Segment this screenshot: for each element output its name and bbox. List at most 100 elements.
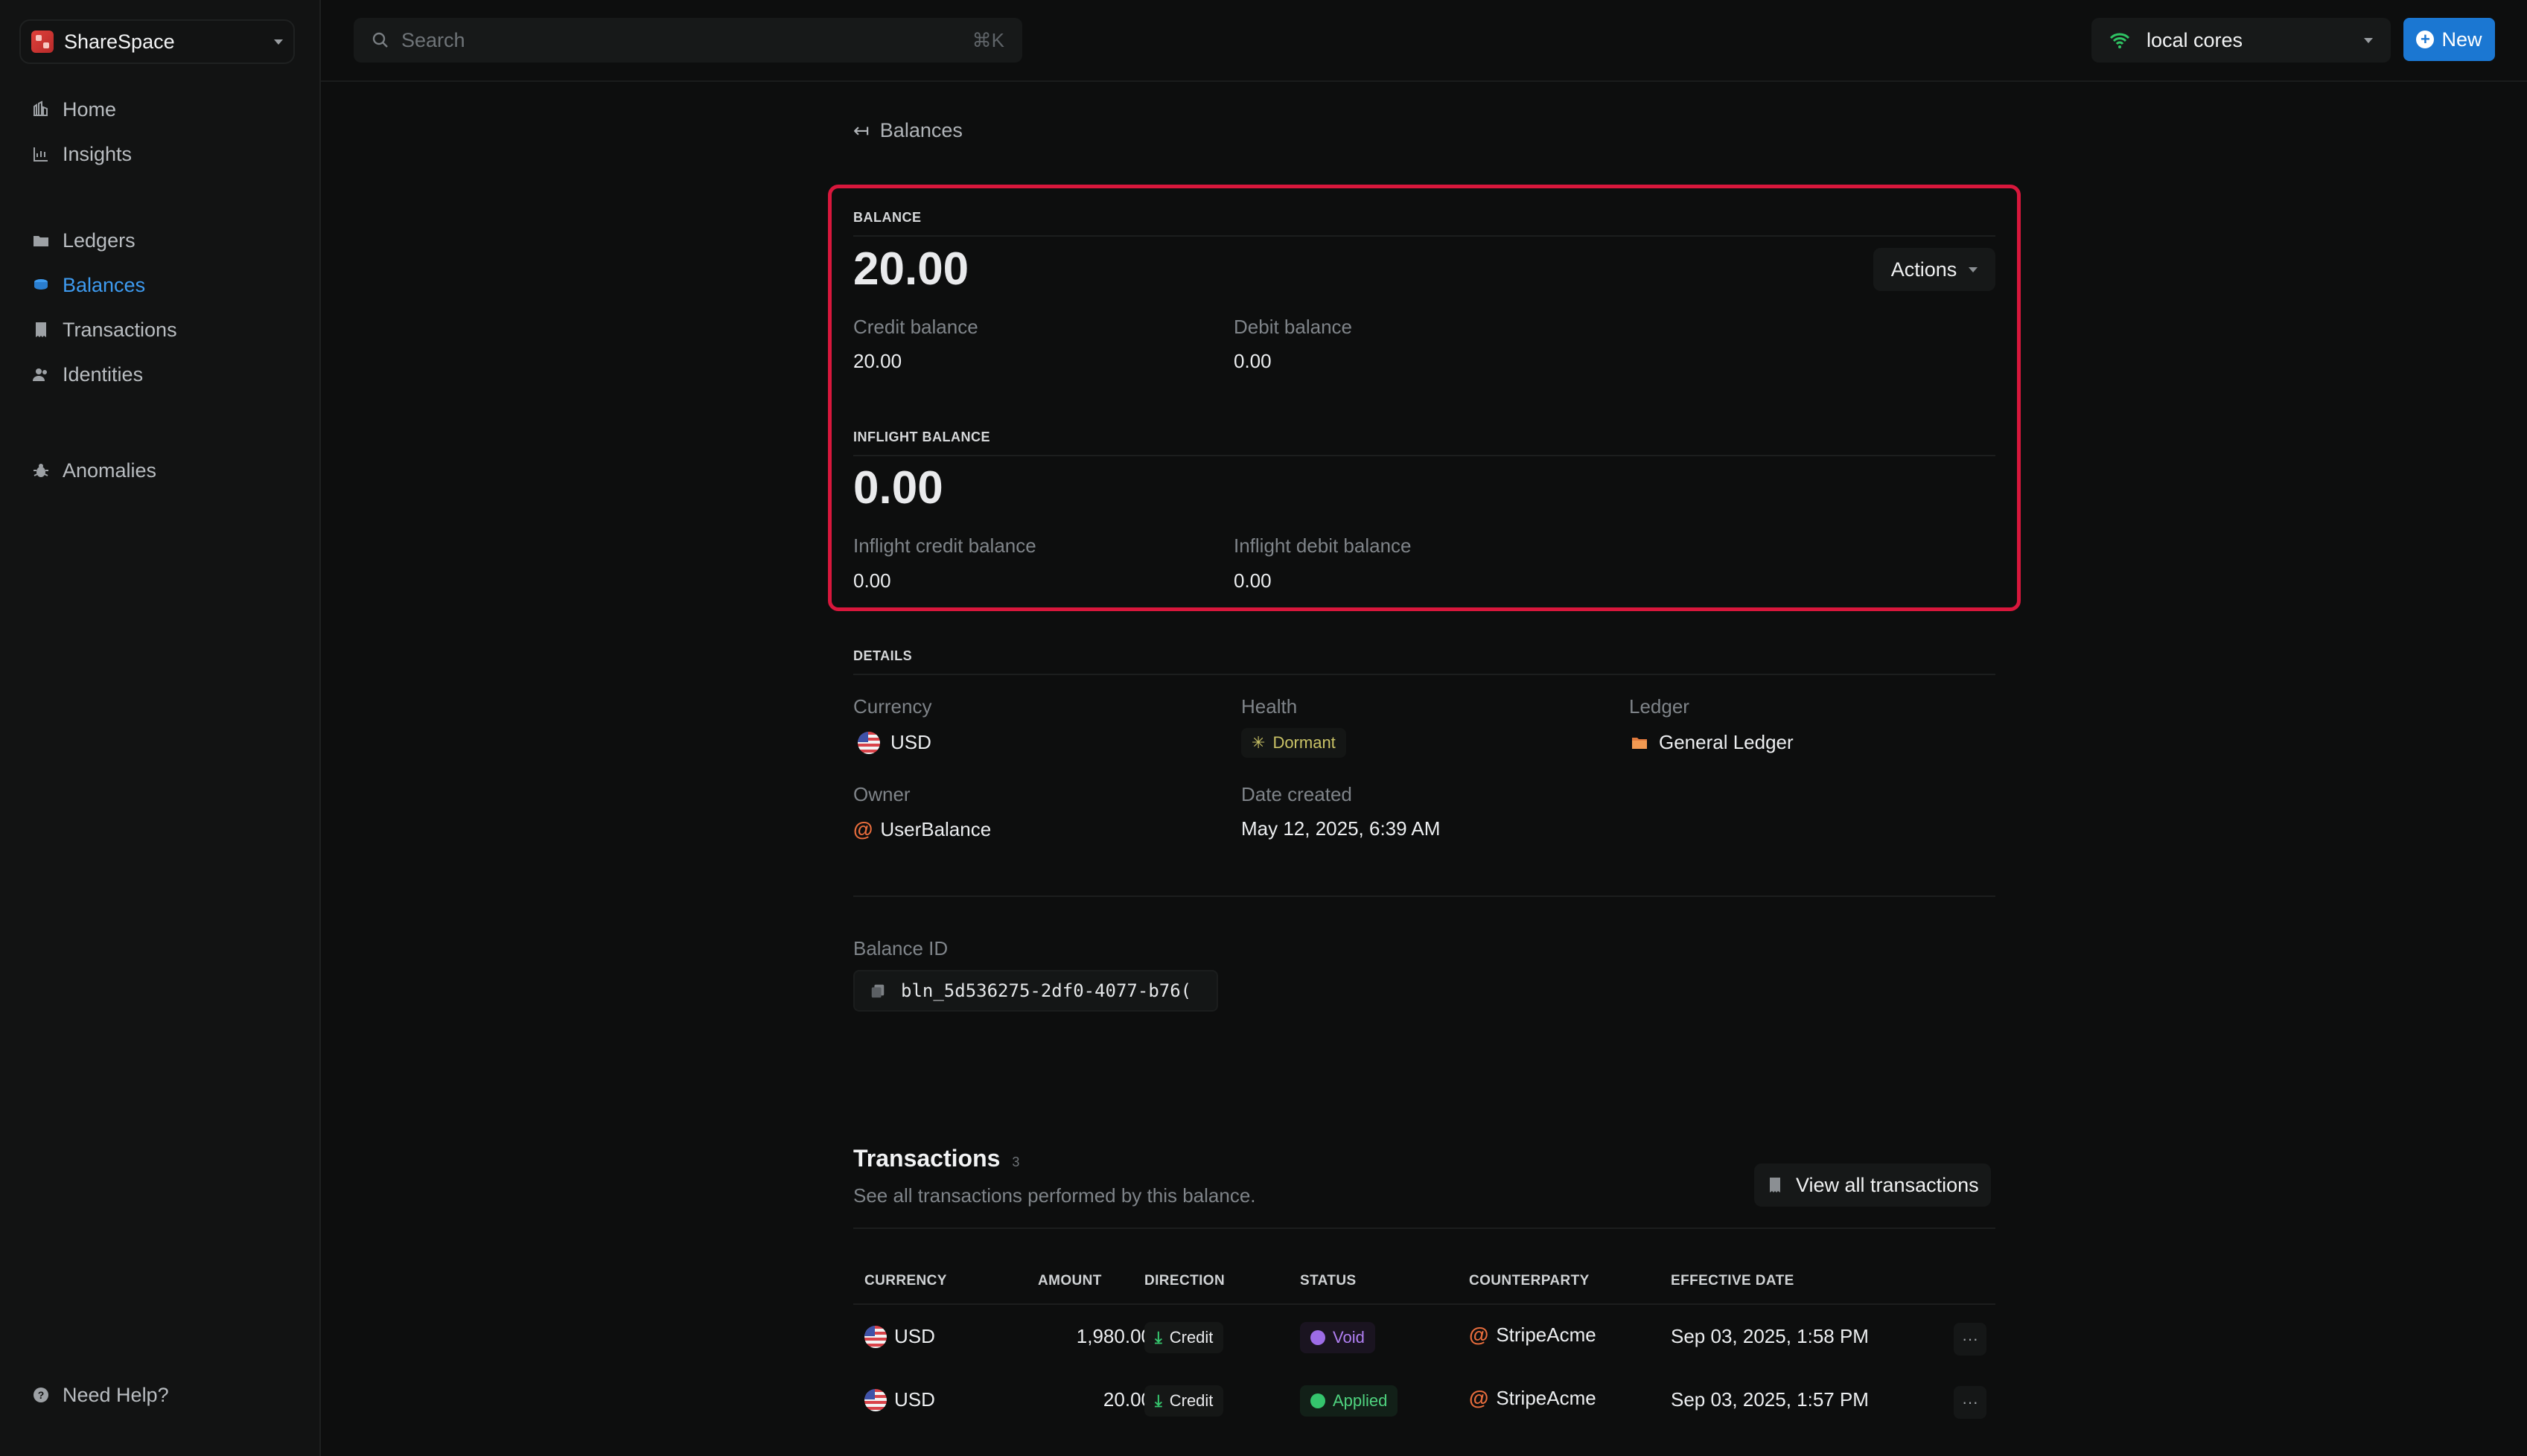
- balance-section-label: BALANCE: [853, 210, 922, 225]
- transactions-header: Transactions 3: [853, 1145, 1019, 1172]
- arrow-down-icon: ⤓: [1155, 1328, 1162, 1347]
- inflight-balance-value: 0.00: [853, 462, 943, 514]
- status-badge: ✳ Dormant: [1241, 728, 1346, 758]
- amount-cell: 20.00: [1018, 1388, 1152, 1411]
- sidebar-item-label: Home: [63, 98, 117, 121]
- need-help-link[interactable]: ? Need Help?: [19, 1373, 302, 1417]
- debit-balance-value: 0.00: [1234, 350, 1272, 372]
- new-button-label: New: [2441, 28, 2482, 51]
- balance-id-copy-field[interactable]: bln_5d536275-2df0-4077-b76(: [853, 970, 1218, 1012]
- help-link-group: ? Need Help?: [19, 1384, 302, 1417]
- inflight-credit-value: 0.00: [853, 569, 891, 592]
- sidebar-item-label: Ledgers: [63, 229, 136, 252]
- table-row[interactable]: USD 1,980.00 ⤓ Credit Void @ StripeAcme: [853, 1316, 1995, 1362]
- counterparty-cell[interactable]: @ StripeAcme: [1469, 1324, 1596, 1347]
- need-help-label: Need Help?: [63, 1383, 169, 1406]
- debit-balance-label: Debit balance: [1234, 316, 1352, 338]
- core-selector-label: local cores: [2147, 28, 2243, 51]
- direction-value: Credit: [1169, 1328, 1214, 1347]
- users-icon: [31, 365, 51, 384]
- ledger-value: General Ledger: [1659, 731, 1794, 753]
- chevron-down-icon: [2364, 37, 2373, 43]
- back-arrow-icon: ↤: [853, 119, 870, 141]
- sidebar-item-label: Balances: [63, 273, 146, 296]
- sidebar: ShareSpace Home Insights: [0, 0, 321, 1456]
- inflight-section-label: INFLIGHT BALANCE: [853, 430, 990, 444]
- health-value: Dormant: [1272, 733, 1336, 752]
- nav-group-other: Anomalies: [19, 448, 302, 493]
- divider: [853, 895, 1995, 897]
- ellipsis-icon: ···: [1962, 1393, 1978, 1411]
- direction-cell: ⤓ Credit: [1144, 1322, 1224, 1353]
- us-flag-icon: [858, 731, 880, 754]
- status-cell: Applied: [1300, 1385, 1398, 1417]
- inflight-credit-label: Inflight credit balance: [853, 534, 1036, 557]
- transactions-subtitle: See all transactions performed by this b…: [853, 1184, 1256, 1207]
- column-header: DIRECTION: [1144, 1273, 1226, 1289]
- balance-value: 20.00: [853, 243, 969, 295]
- column-header: AMOUNT: [1038, 1273, 1102, 1289]
- date-cell: Sep 03, 2025, 1:58 PM: [1671, 1325, 1869, 1348]
- details-section-label: DETAILS: [853, 648, 913, 663]
- inflight-debit-value: 0.00: [1234, 569, 1272, 592]
- counterparty-cell[interactable]: @ StripeAcme: [1469, 1387, 1596, 1410]
- workspace-switcher[interactable]: ShareSpace: [19, 19, 295, 64]
- chevron-down-icon: [274, 39, 283, 45]
- sidebar-item-balances[interactable]: Balances: [19, 263, 302, 307]
- ledger-link[interactable]: General Ledger: [1629, 731, 1794, 754]
- workspace-name: ShareSpace: [64, 30, 175, 53]
- sidebar-item-ledgers[interactable]: Ledgers: [19, 218, 302, 263]
- direction-value: Credit: [1169, 1391, 1214, 1410]
- nav-group-main: Home Insights: [19, 87, 302, 176]
- wifi-icon: [2109, 33, 2130, 48]
- date-created-value: May 12, 2025, 6:39 AM: [1241, 817, 1441, 840]
- column-header: STATUS: [1300, 1273, 1357, 1289]
- direction-cell: ⤓ Credit: [1144, 1385, 1224, 1417]
- sidebar-item-home[interactable]: Home: [19, 87, 302, 132]
- check-circle-icon: [1310, 1393, 1325, 1408]
- owner-value: UserBalance: [880, 818, 992, 840]
- view-all-transactions-button[interactable]: View all transactions: [1754, 1163, 1991, 1207]
- column-header: CURRENCY: [864, 1273, 947, 1289]
- divider: [853, 235, 1995, 237]
- view-all-label: View all transactions: [1796, 1173, 1979, 1196]
- sidebar-item-label: Transactions: [63, 318, 177, 341]
- topbar: Search ⌘K local cores + New: [321, 0, 2527, 82]
- owner-link[interactable]: @ UserBalance: [853, 818, 991, 841]
- column-header: EFFECTIVE DATE: [1671, 1273, 1794, 1289]
- currency-value: USD: [858, 731, 931, 754]
- row-more-button[interactable]: ···: [1954, 1323, 1986, 1356]
- status-badge: Void: [1300, 1322, 1375, 1353]
- status-value: Void: [1333, 1328, 1365, 1347]
- date-cell: Sep 03, 2025, 1:57 PM: [1671, 1388, 1869, 1411]
- chart-icon: [31, 144, 51, 164]
- currency-code: USD: [894, 1325, 935, 1347]
- amount-cell: 1,980.00: [1018, 1325, 1152, 1348]
- sidebar-item-insights[interactable]: Insights: [19, 132, 302, 176]
- balance-summary-highlight: [828, 185, 2021, 611]
- sidebar-item-identities[interactable]: Identities: [19, 352, 302, 397]
- ellipsis-icon: ···: [1962, 1329, 1978, 1348]
- receipt-icon: [1770, 1178, 1780, 1192]
- row-more-button[interactable]: ···: [1954, 1386, 1986, 1419]
- divider: [853, 455, 1995, 456]
- date-created-label: Date created: [1241, 783, 1352, 805]
- table-row[interactable]: USD 20.00 ⤓ Credit Applied @ StripeAcme: [853, 1379, 1995, 1425]
- actions-dropdown-button[interactable]: Actions: [1873, 248, 1995, 291]
- actions-label: Actions: [1890, 258, 1957, 281]
- search-input[interactable]: Search ⌘K: [354, 18, 1022, 63]
- us-flag-icon: [864, 1388, 887, 1411]
- sidebar-item-transactions[interactable]: Transactions: [19, 307, 302, 352]
- void-icon: [1310, 1330, 1325, 1345]
- sidebar-item-anomalies[interactable]: Anomalies: [19, 448, 302, 493]
- direction-badge: ⤓ Credit: [1144, 1322, 1224, 1353]
- currency-label: Currency: [853, 695, 932, 718]
- inflight-debit-label: Inflight debit balance: [1234, 534, 1412, 557]
- sidebar-item-label: Insights: [63, 142, 133, 165]
- core-selector[interactable]: local cores: [2091, 18, 2391, 63]
- ledger-label: Ledger: [1629, 695, 1689, 718]
- new-button[interactable]: + New: [2403, 18, 2495, 61]
- coins-icon: [31, 275, 51, 295]
- credit-balance-label: Credit balance: [853, 316, 978, 338]
- back-link[interactable]: ↤ Balances: [853, 119, 963, 142]
